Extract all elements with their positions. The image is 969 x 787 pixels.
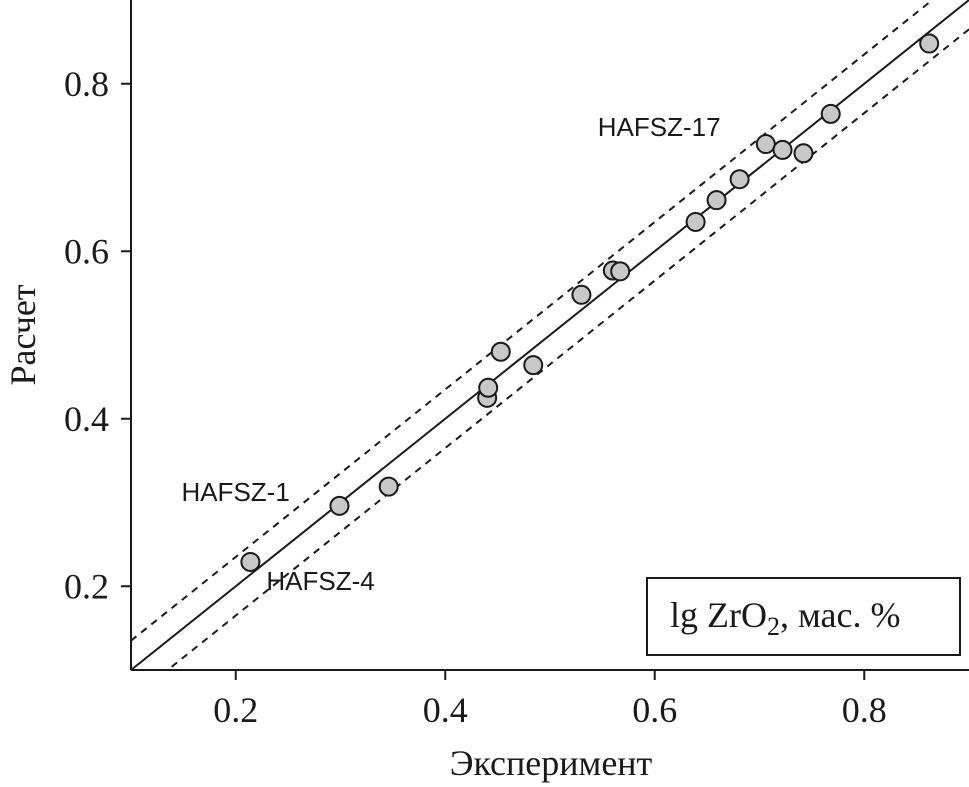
- x-tick-label: 0.8: [842, 690, 887, 730]
- data-point: [478, 377, 499, 398]
- point-annotations: HAFSZ-17 HAFSZ-1 HAFSZ-4: [181, 112, 720, 596]
- data-point: [793, 143, 814, 164]
- data-point: [729, 169, 750, 190]
- data-point: [329, 495, 350, 516]
- y-axis-label: Расчет: [3, 284, 43, 385]
- legend-box: lg ZrO2, мас. %: [646, 577, 961, 656]
- ticks: 0.2 0.4 0.6 0.8 0.2 0.4 0.6 0.8: [64, 64, 887, 730]
- data-point: [685, 211, 706, 232]
- data-points: [240, 33, 940, 572]
- data-point: [820, 103, 841, 124]
- data-point: [490, 341, 511, 362]
- y-tick-label: 0.6: [64, 231, 109, 271]
- identity-line: [131, 0, 969, 670]
- x-tick-label: 0.2: [213, 690, 258, 730]
- data-point: [610, 261, 631, 282]
- data-point: [772, 139, 793, 160]
- data-point: [523, 355, 544, 376]
- data-point: [378, 476, 399, 497]
- x-tick-label: 0.4: [423, 690, 468, 730]
- dashed-bound-line-1: [131, 0, 934, 642]
- legend-label-prefix: lg ZrO: [670, 595, 767, 635]
- data-point: [571, 284, 592, 305]
- y-tick-label: 0.4: [64, 399, 109, 439]
- axes: [130, 0, 969, 671]
- x-axis-label: Эксперимент: [450, 743, 653, 783]
- annotation-label: HAFSZ-4: [266, 566, 374, 596]
- data-point: [919, 33, 940, 54]
- legend-label-subscript: 2: [767, 612, 780, 641]
- legend-label-suffix: , мас. %: [780, 595, 900, 635]
- reference-lines: [131, 0, 969, 670]
- legend-frame: [646, 577, 961, 656]
- annotation-label: HAFSZ-17: [598, 112, 721, 142]
- data-point: [706, 190, 727, 211]
- y-tick-label: 0.2: [64, 566, 109, 606]
- dashed-bound-line-2: [166, 28, 969, 670]
- data-point: [240, 551, 261, 572]
- data-point: [755, 134, 776, 155]
- y-tick-label: 0.8: [64, 64, 109, 104]
- annotation-label: HAFSZ-1: [181, 477, 289, 507]
- legend-label: lg ZrO2, мас. %: [670, 595, 900, 641]
- x-tick-label: 0.6: [632, 690, 677, 730]
